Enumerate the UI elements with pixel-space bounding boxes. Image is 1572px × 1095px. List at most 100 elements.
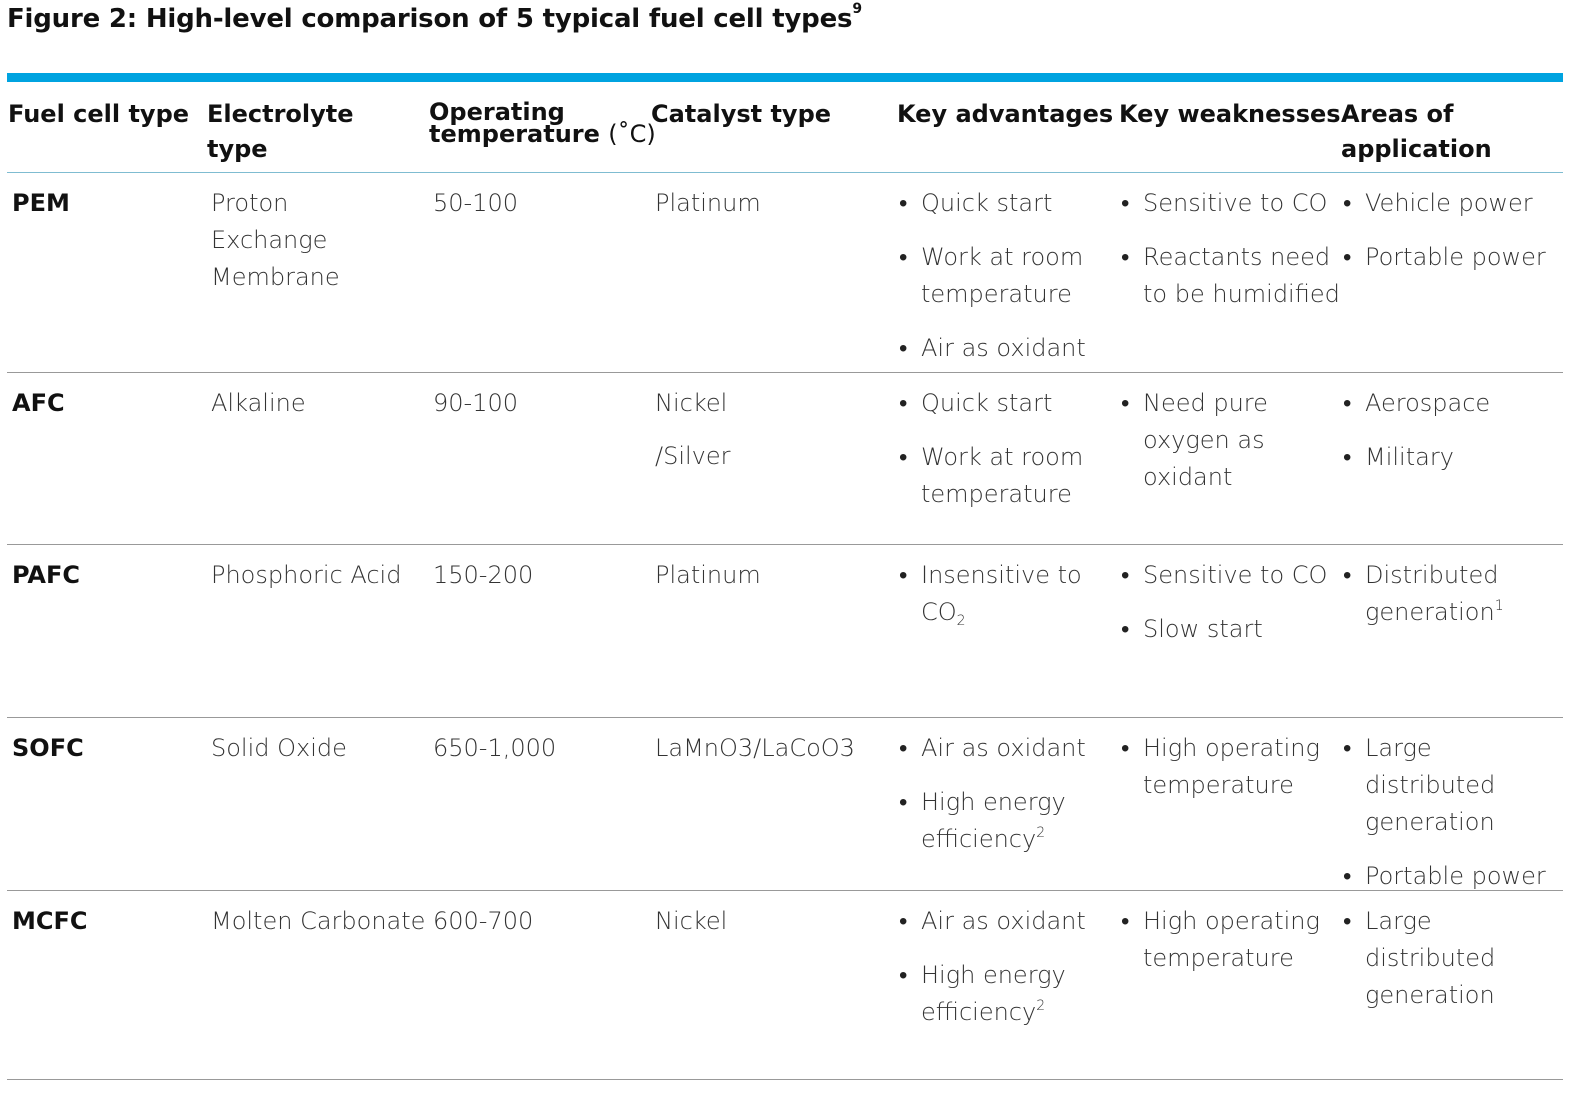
weakness-list: • High operating temperature xyxy=(1119,730,1320,804)
application-item: • Portable power xyxy=(1341,858,1563,895)
header-key-weaknesses: Key weaknesses xyxy=(1119,100,1341,128)
advantage-line: Air as oxidant xyxy=(921,734,1086,762)
bullet-icon: • xyxy=(1343,561,1352,589)
application-list: • Distributed generation1 xyxy=(1341,557,1504,631)
weakness-line: temperature xyxy=(1143,944,1294,972)
application-line: Military xyxy=(1365,443,1454,471)
application-list: • Vehicle power • Portable power xyxy=(1341,185,1546,276)
advantage-line: Air as oxidant xyxy=(921,907,1086,935)
header-temperature-unit: (˚C) xyxy=(608,120,656,148)
bullet-icon: • xyxy=(899,561,908,589)
subscript: 2 xyxy=(956,613,966,629)
header-operating-temperature: Operating temperature (˚C) xyxy=(429,98,656,148)
advantage-line: temperature xyxy=(921,280,1072,308)
advantage-item: • Quick start xyxy=(897,185,1086,222)
application-item: • Distributed generation1 xyxy=(1341,557,1504,631)
weakness-line: High operating xyxy=(1143,907,1320,935)
operating-temperature: 50-100 xyxy=(433,189,519,217)
bullet-icon: • xyxy=(899,334,908,362)
advantage-item: • High energy efficiency2 xyxy=(897,784,1086,858)
advantage-item: • Insensitive to CO2 xyxy=(897,557,1082,631)
application-line: Distributed xyxy=(1365,561,1499,589)
weakness-line: Need pure xyxy=(1143,389,1268,417)
weakness-list: • Sensitive to CO • Slow start xyxy=(1119,557,1327,648)
weakness-line: Reactants need xyxy=(1143,243,1331,271)
table-header: Fuel cell type Electrolyte type Operating… xyxy=(7,82,1563,173)
weakness-item: • Sensitive to CO xyxy=(1119,185,1340,222)
advantage-line: Work at room xyxy=(921,243,1084,271)
electrolyte-type: Molten Carbonate xyxy=(211,903,425,940)
weakness-item: • High operating temperature xyxy=(1119,903,1320,977)
table-row: SOFC Solid Oxide 650-1,000 LaMnO3/LaCoO3 • Ai… xyxy=(7,718,1563,891)
application-item: • Military xyxy=(1341,439,1490,476)
fuel-cell-type: PEM xyxy=(12,189,70,217)
footnote-marker: 2 xyxy=(1036,998,1046,1014)
key-advantages: • Quick start • Work at room temperature xyxy=(897,385,1083,513)
application-line: Portable power xyxy=(1365,243,1546,271)
key-weaknesses: • Sensitive to CO • Slow start xyxy=(1119,557,1327,648)
key-weaknesses: • High operating temperature xyxy=(1119,730,1320,804)
weakness-item: • Reactants need to be humidified xyxy=(1119,239,1340,313)
key-advantages: • Insensitive to CO2 xyxy=(897,557,1082,631)
footnote-marker: 2 xyxy=(1036,825,1046,841)
weakness-line: Slow start xyxy=(1143,615,1263,643)
bullet-icon: • xyxy=(1121,734,1130,762)
header-key-advantages: Key advantages xyxy=(897,100,1114,128)
key-weaknesses: • Sensitive to CO • Reactants need to be hum… xyxy=(1119,185,1340,313)
weakness-line: Sensitive to CO xyxy=(1143,561,1328,589)
weakness-list: • Sensitive to CO • Reactants need to be hum… xyxy=(1119,185,1340,313)
bullet-icon: • xyxy=(899,243,908,271)
weakness-line: temperature xyxy=(1143,771,1294,799)
advantage-line: High energy xyxy=(921,788,1066,816)
areas-of-application: • Large distributed generation • Portable po… xyxy=(1341,730,1563,895)
bullet-icon: • xyxy=(1343,862,1352,890)
areas-of-application: • Aerospace • Military xyxy=(1341,385,1490,476)
electrolyte-line: Molten Carbonate xyxy=(211,907,426,935)
operating-temperature: 600-700 xyxy=(433,907,534,935)
advantage-line: efficiency xyxy=(921,825,1037,853)
header-catalyst-type: Catalyst type xyxy=(651,100,832,128)
catalyst-type: Platinum xyxy=(655,185,761,222)
advantage-item: • Air as oxidant xyxy=(897,730,1086,767)
catalyst-line: Nickel xyxy=(655,389,728,417)
fuel-cell-type: MCFC xyxy=(12,907,88,935)
electrolyte-type: Proton Exchange Membrane xyxy=(211,185,340,296)
catalyst-type: Platinum xyxy=(655,557,761,594)
application-list: • Aerospace • Military xyxy=(1341,385,1490,476)
weakness-item: • High operating temperature xyxy=(1119,730,1320,804)
catalyst-line: Nickel xyxy=(655,907,728,935)
electrolyte-line: Membrane xyxy=(211,263,340,291)
advantage-item: • Quick start xyxy=(897,385,1083,422)
weakness-line: High operating xyxy=(1143,734,1320,762)
application-line: Large distributed xyxy=(1365,907,1496,972)
advantage-line: Quick start xyxy=(921,189,1053,217)
weakness-line: oxidant xyxy=(1143,463,1233,491)
weakness-line: Sensitive to CO xyxy=(1143,189,1328,217)
electrolyte-line: Exchange xyxy=(211,226,328,254)
weakness-item: • Need pure oxygen as oxidant xyxy=(1119,385,1268,496)
advantage-item: • Work at room temperature xyxy=(897,239,1086,313)
operating-temperature: 90-100 xyxy=(433,389,519,417)
application-line: generation xyxy=(1365,598,1495,626)
application-line: Large distributed xyxy=(1365,734,1496,799)
electrolyte-line: Proton xyxy=(211,189,289,217)
bullet-icon: • xyxy=(1343,907,1352,935)
bullet-icon: • xyxy=(899,734,908,762)
key-weaknesses: • High operating temperature xyxy=(1119,903,1320,977)
catalyst-line: Platinum xyxy=(655,561,761,589)
advantage-item: • Air as oxidant xyxy=(897,330,1086,367)
table-row: PAFC Phosphoric Acid 150-200 Platinum • Insen… xyxy=(7,545,1563,718)
advantage-item: • Air as oxidant xyxy=(897,903,1086,940)
accent-rule xyxy=(7,73,1563,82)
application-line: Portable power xyxy=(1365,862,1546,890)
advantage-list: • Quick start • Work at room temperature • Air… xyxy=(897,185,1086,367)
operating-temperature: 650-1,000 xyxy=(433,734,557,762)
advantage-line: efficiency xyxy=(921,998,1037,1026)
fuel-cell-type: SOFC xyxy=(12,734,84,762)
catalyst-type: LaMnO3/LaCoO3 xyxy=(655,730,855,767)
advantage-line: High energy xyxy=(921,961,1066,989)
bullet-icon: • xyxy=(1121,389,1130,417)
header-electrolyte-type: Electrolyte type xyxy=(207,100,354,163)
bullet-icon: • xyxy=(1121,615,1130,643)
catalyst-line: LaMnO3/LaCoO3 xyxy=(655,734,855,762)
